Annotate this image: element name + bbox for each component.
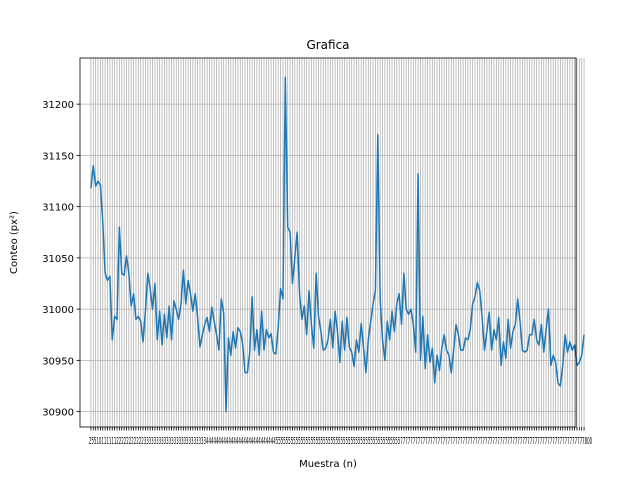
y-tick-label: 31000 (42, 305, 74, 316)
y-tick-label: 31200 (42, 100, 74, 111)
y-tick-label: 30900 (42, 408, 74, 419)
horizontal-gridlines (80, 103, 576, 413)
y-axis-ticks: 30900 30950 31000 31050 31100 31150 31200 (42, 100, 80, 419)
vertical-gridlines (90, 58, 585, 427)
x-tick-labels: 2551011111122222222222333333333333333333… (89, 436, 592, 447)
y-tick-label: 30950 (42, 356, 74, 367)
chart-title: Grafica (306, 38, 349, 52)
y-tick-label: 31150 (42, 151, 74, 162)
series-line (90, 76, 585, 413)
x-axis-label: Muestra (n) (299, 459, 357, 470)
y-tick-label: 31100 (42, 203, 74, 214)
x-axis-ticks (90, 427, 585, 431)
y-tick-label: 31050 (42, 254, 74, 265)
y-axis-label: Conteo (px²) (9, 211, 20, 274)
